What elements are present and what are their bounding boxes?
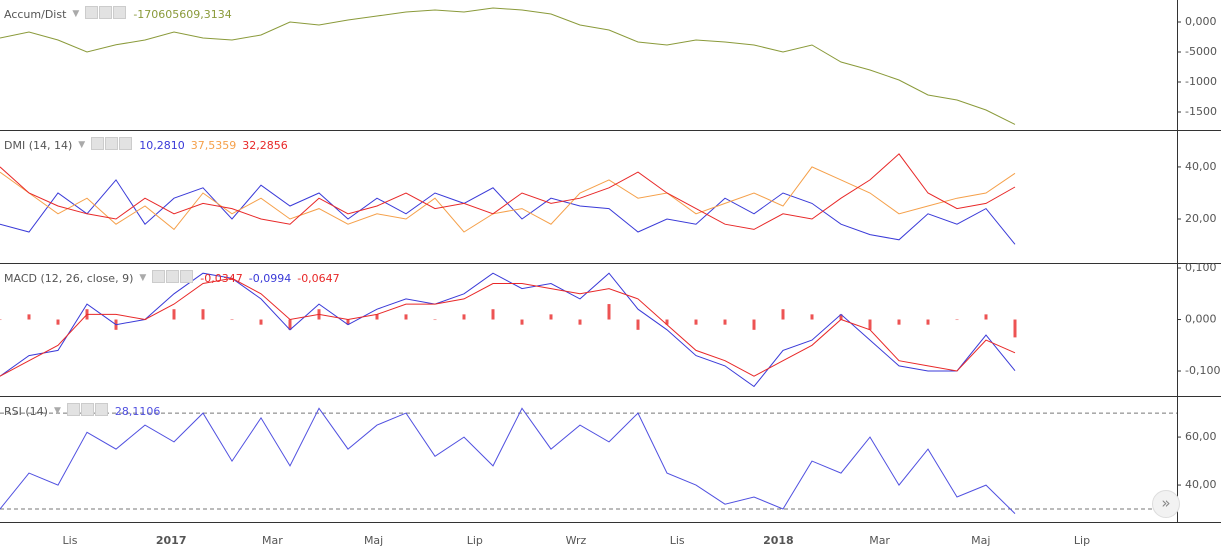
menu-caret[interactable]: ▼ <box>139 273 147 283</box>
x-tick-label: Maj <box>364 534 383 547</box>
header-buttons <box>152 270 194 286</box>
histogram-bar <box>1013 319 1017 338</box>
panel-header: Accum/Dist ▼ -170605609,3134 <box>4 5 232 23</box>
y-tick-label: 0,000 <box>1185 313 1217 326</box>
histogram-bar <box>607 304 611 320</box>
y-tick-label: 40,00 <box>1185 160 1217 173</box>
histogram-bar <box>694 319 698 325</box>
histogram-bar <box>868 319 872 330</box>
series-line <box>0 277 1016 377</box>
readout-value: 28,1106 <box>114 404 161 418</box>
series-line <box>0 272 1016 388</box>
histogram-bar <box>810 314 814 320</box>
histogram-bar <box>404 314 408 320</box>
histogram-bar <box>259 319 263 325</box>
header-button[interactable] <box>66 403 80 416</box>
y-tick-label: 0,000 <box>1185 15 1217 28</box>
histogram-bar <box>346 319 350 325</box>
header-button[interactable] <box>80 403 94 416</box>
histogram-bar <box>230 319 234 321</box>
x-tick-label: Mar <box>869 534 890 547</box>
readout-value: 37,5359 <box>190 138 237 152</box>
histogram-bar <box>636 319 640 330</box>
readout-value: -0,0347 <box>200 271 243 285</box>
histogram-bar <box>549 314 553 320</box>
menu-caret[interactable]: ▼ <box>72 9 80 19</box>
histogram-bar <box>578 319 582 325</box>
readout-value: -170605609,3134 <box>133 7 232 21</box>
indicator-title: DMI (14, 14) <box>4 138 73 152</box>
panel-header: MACD (12, 26, close, 9) ▼ -0,0347 -0,0994 -0… <box>4 269 340 287</box>
header-button[interactable] <box>113 6 127 19</box>
x-tick-label: Lis <box>670 534 685 547</box>
histogram-bar <box>984 314 988 320</box>
histogram-bar <box>520 319 524 325</box>
menu-caret[interactable]: ▼ <box>53 406 61 416</box>
series-line <box>0 166 1016 233</box>
header-buttons <box>91 137 133 153</box>
histogram-bar <box>201 309 205 320</box>
header-button[interactable] <box>105 137 119 150</box>
readout-value: -0,0994 <box>248 271 292 285</box>
histogram-bar <box>897 319 901 325</box>
x-tick-label: Lip <box>467 534 483 547</box>
histogram-bar <box>665 319 669 325</box>
x-tick-label: 2017 <box>156 534 187 547</box>
header-button[interactable] <box>152 270 166 283</box>
scroll-forward-button[interactable]: » <box>1152 490 1180 518</box>
header-button[interactable] <box>91 137 105 150</box>
histogram-bar <box>926 319 930 325</box>
header-button[interactable] <box>119 137 133 150</box>
y-tick-label: -1000 <box>1185 75 1217 88</box>
x-tick-label: Wrz <box>566 534 587 547</box>
histogram-bar <box>172 309 176 320</box>
y-tick-label: 60,00 <box>1185 430 1217 443</box>
y-tick-label: -0,100 <box>1185 364 1220 377</box>
indicator-title: Accum/Dist <box>4 7 67 21</box>
x-tick-label: Lis <box>63 534 78 547</box>
x-tick-label: Maj <box>971 534 990 547</box>
histogram-bar <box>462 314 466 320</box>
histogram-bar <box>752 319 756 330</box>
header-buttons <box>85 6 127 22</box>
y-tick-label: 40,00 <box>1185 478 1217 491</box>
histogram-bar <box>491 309 495 320</box>
header-buttons <box>66 403 109 419</box>
header-button[interactable] <box>85 6 99 19</box>
histogram-bar <box>27 314 31 320</box>
y-tick-label: -5000 <box>1185 45 1217 58</box>
readout-value: 10,2810 <box>139 138 185 152</box>
indicator-title: MACD (12, 26, close, 9) <box>4 271 134 285</box>
histogram-bar <box>781 309 785 320</box>
histogram-bar <box>375 314 379 320</box>
x-tick-label: Mar <box>262 534 283 547</box>
series-line <box>0 7 1016 125</box>
panel-header: RSI (14) ▼ 28,1106 <box>4 402 160 420</box>
y-tick-label: 0,100 <box>1185 261 1217 274</box>
histogram-bar <box>723 319 727 325</box>
x-tick-label: 2018 <box>763 534 794 547</box>
histogram-bar <box>955 319 959 321</box>
y-tick-label: -1500 <box>1185 105 1217 118</box>
menu-caret[interactable]: ▼ <box>78 140 86 150</box>
series-line <box>0 407 1016 514</box>
x-tick-label: Lip <box>1074 534 1090 547</box>
histogram-bar <box>0 319 2 321</box>
indicator-title: RSI (14) <box>4 404 48 418</box>
histogram-bar <box>433 319 437 321</box>
histogram-bar <box>839 314 843 320</box>
series-line <box>0 153 1016 230</box>
header-button[interactable] <box>180 270 194 283</box>
readout-value: 32,2856 <box>242 138 288 152</box>
readout-value: -0,0647 <box>297 271 340 285</box>
header-button[interactable] <box>166 270 180 283</box>
header-button[interactable] <box>99 6 113 19</box>
histogram-bar <box>56 319 60 325</box>
histogram-bar <box>288 319 292 330</box>
y-tick-label: 20,00 <box>1185 212 1217 225</box>
header-button[interactable] <box>94 403 108 416</box>
panel-header: DMI (14, 14) ▼ 10,2810 37,5359 32,2856 <box>4 136 288 154</box>
